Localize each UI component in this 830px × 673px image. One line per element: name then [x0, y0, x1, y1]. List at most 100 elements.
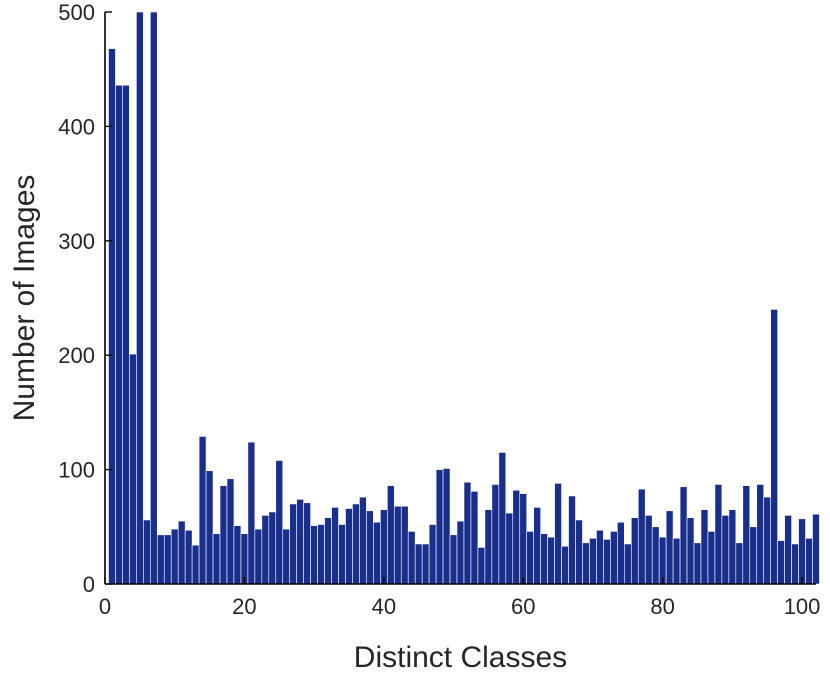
x-tick-label: 100 [784, 594, 821, 619]
bar-class-58 [505, 512, 514, 585]
bar-class-65 [554, 483, 562, 585]
bar-class-68 [575, 519, 583, 585]
bar-class-100 [798, 518, 806, 585]
bar-class-91 [735, 542, 744, 585]
y-tick-label: 100 [58, 458, 95, 483]
y-tick-label: 200 [58, 343, 95, 368]
bar-class-29 [303, 502, 311, 585]
bar-class-5 [136, 11, 144, 585]
bar-class-51 [456, 520, 465, 585]
bar-class-99 [791, 543, 799, 585]
x-tick-label: 80 [650, 594, 674, 619]
bar-class-85 [693, 542, 702, 585]
bar-class-18 [226, 478, 235, 585]
y-tick-label: 0 [83, 572, 95, 597]
bar-class-89 [721, 515, 730, 585]
bar-class-80 [658, 536, 667, 585]
y-tick-label: 400 [58, 114, 95, 139]
bar-class-39 [373, 521, 381, 585]
y-tick-label: 300 [58, 229, 95, 254]
bar-class-4 [129, 353, 137, 585]
bar-class-55 [484, 509, 493, 585]
bar-class-36 [352, 503, 360, 585]
bar-class-37 [359, 496, 367, 585]
bar-class-82 [672, 537, 681, 585]
bar-class-26 [282, 528, 291, 585]
bar-class-75 [624, 543, 632, 585]
bar-class-17 [219, 485, 228, 585]
bar-class-72 [603, 539, 611, 585]
bar-class-46 [421, 543, 430, 585]
bar-class-11 [177, 520, 186, 585]
bar-class-67 [568, 495, 576, 585]
bar-class-84 [686, 517, 695, 585]
bar-class-63 [540, 533, 548, 585]
bar-class-44 [407, 531, 416, 585]
bar-class-98 [784, 515, 792, 585]
bar-class-12 [184, 529, 193, 585]
x-axis-label: Distinct Classes [354, 641, 567, 673]
bar-class-52 [463, 481, 472, 585]
bar-class-96 [770, 309, 778, 585]
bar-class-60 [519, 493, 528, 585]
bar-class-20 [240, 533, 249, 585]
bar-class-9 [163, 534, 172, 585]
bar-class-48 [435, 469, 444, 585]
bar-class-1 [108, 48, 116, 585]
bar-class-97 [777, 540, 785, 585]
bar-class-57 [498, 452, 507, 585]
bar-class-40 [380, 509, 388, 585]
bar-class-47 [428, 524, 437, 585]
bar-class-25 [275, 460, 284, 585]
bar-class-49 [442, 468, 451, 585]
bars-group [108, 11, 820, 585]
bar-class-74 [617, 521, 625, 585]
bar-class-16 [212, 533, 221, 585]
bar-class-102 [812, 513, 820, 585]
bar-class-34 [338, 524, 346, 585]
x-tick-label: 60 [511, 594, 535, 619]
bar-class-27 [289, 503, 297, 585]
y-tick-label: 500 [58, 0, 95, 25]
bar-class-79 [651, 526, 660, 585]
bar-class-71 [596, 529, 604, 585]
bar-class-24 [268, 511, 277, 585]
bar-class-77 [637, 488, 646, 585]
bar-class-38 [366, 510, 374, 585]
bar-class-90 [728, 509, 737, 585]
bar-class-69 [582, 542, 590, 585]
bar-class-73 [610, 531, 618, 585]
bar-class-45 [414, 543, 423, 585]
bar-class-54 [477, 547, 486, 585]
bar-class-43 [400, 505, 409, 585]
bar-class-42 [393, 505, 402, 585]
bar-class-13 [191, 544, 200, 585]
bar-class-78 [644, 515, 653, 585]
bar-class-14 [198, 436, 207, 585]
bar-class-56 [491, 484, 500, 585]
bar-class-15 [205, 470, 214, 585]
bar-class-83 [679, 486, 688, 585]
bar-class-66 [561, 545, 569, 585]
bar-class-23 [261, 515, 270, 585]
bar-class-53 [470, 491, 479, 585]
bar-class-64 [547, 536, 555, 585]
bar-class-101 [805, 537, 813, 585]
bar-class-10 [170, 528, 179, 585]
bar-class-28 [296, 499, 304, 585]
bar-class-32 [324, 517, 332, 585]
bar-class-94 [756, 484, 765, 585]
x-tick-label: 40 [372, 594, 396, 619]
bar-class-61 [526, 531, 534, 585]
bar-class-87 [707, 531, 716, 585]
bar-class-8 [156, 534, 165, 585]
bar-class-93 [749, 526, 758, 585]
bar-class-19 [233, 525, 242, 585]
y-axis-label: Number of Images [8, 175, 41, 422]
x-tick-label: 0 [99, 594, 111, 619]
bar-class-88 [714, 484, 723, 585]
x-tick-label: 20 [232, 594, 256, 619]
bar-class-92 [742, 485, 751, 585]
bar-class-41 [387, 485, 395, 585]
